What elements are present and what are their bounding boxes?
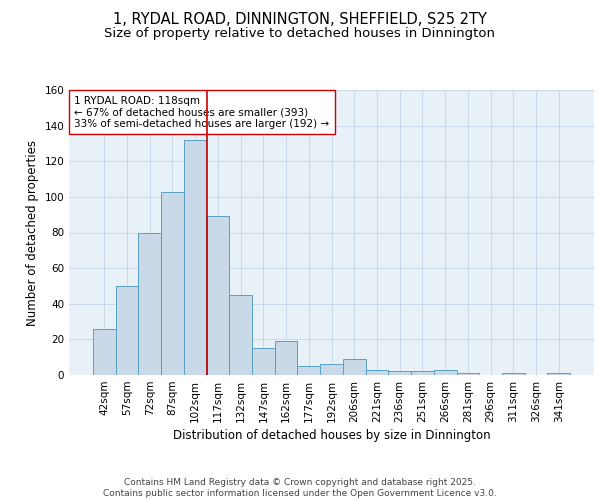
Bar: [320, 364, 343, 375]
Bar: [229, 295, 252, 375]
Text: Size of property relative to detached houses in Dinnington: Size of property relative to detached ho…: [104, 28, 496, 40]
Text: Contains HM Land Registry data © Crown copyright and database right 2025.
Contai: Contains HM Land Registry data © Crown c…: [103, 478, 497, 498]
X-axis label: Distribution of detached houses by size in Dinnington: Distribution of detached houses by size …: [173, 429, 490, 442]
Bar: [116, 286, 139, 375]
Bar: [547, 373, 570, 375]
Text: 1 RYDAL ROAD: 118sqm
← 67% of detached houses are smaller (393)
33% of semi-deta: 1 RYDAL ROAD: 118sqm ← 67% of detached h…: [74, 96, 329, 129]
Bar: [457, 373, 479, 375]
Bar: [184, 140, 206, 375]
Bar: [388, 372, 411, 375]
Bar: [365, 370, 388, 375]
Bar: [206, 216, 229, 375]
Bar: [93, 328, 116, 375]
Bar: [275, 341, 298, 375]
Bar: [502, 373, 524, 375]
Bar: [411, 372, 434, 375]
Bar: [252, 348, 275, 375]
Text: 1, RYDAL ROAD, DINNINGTON, SHEFFIELD, S25 2TY: 1, RYDAL ROAD, DINNINGTON, SHEFFIELD, S2…: [113, 12, 487, 28]
Bar: [343, 359, 365, 375]
Bar: [298, 366, 320, 375]
Bar: [434, 370, 457, 375]
Y-axis label: Number of detached properties: Number of detached properties: [26, 140, 39, 326]
Bar: [161, 192, 184, 375]
Bar: [139, 232, 161, 375]
